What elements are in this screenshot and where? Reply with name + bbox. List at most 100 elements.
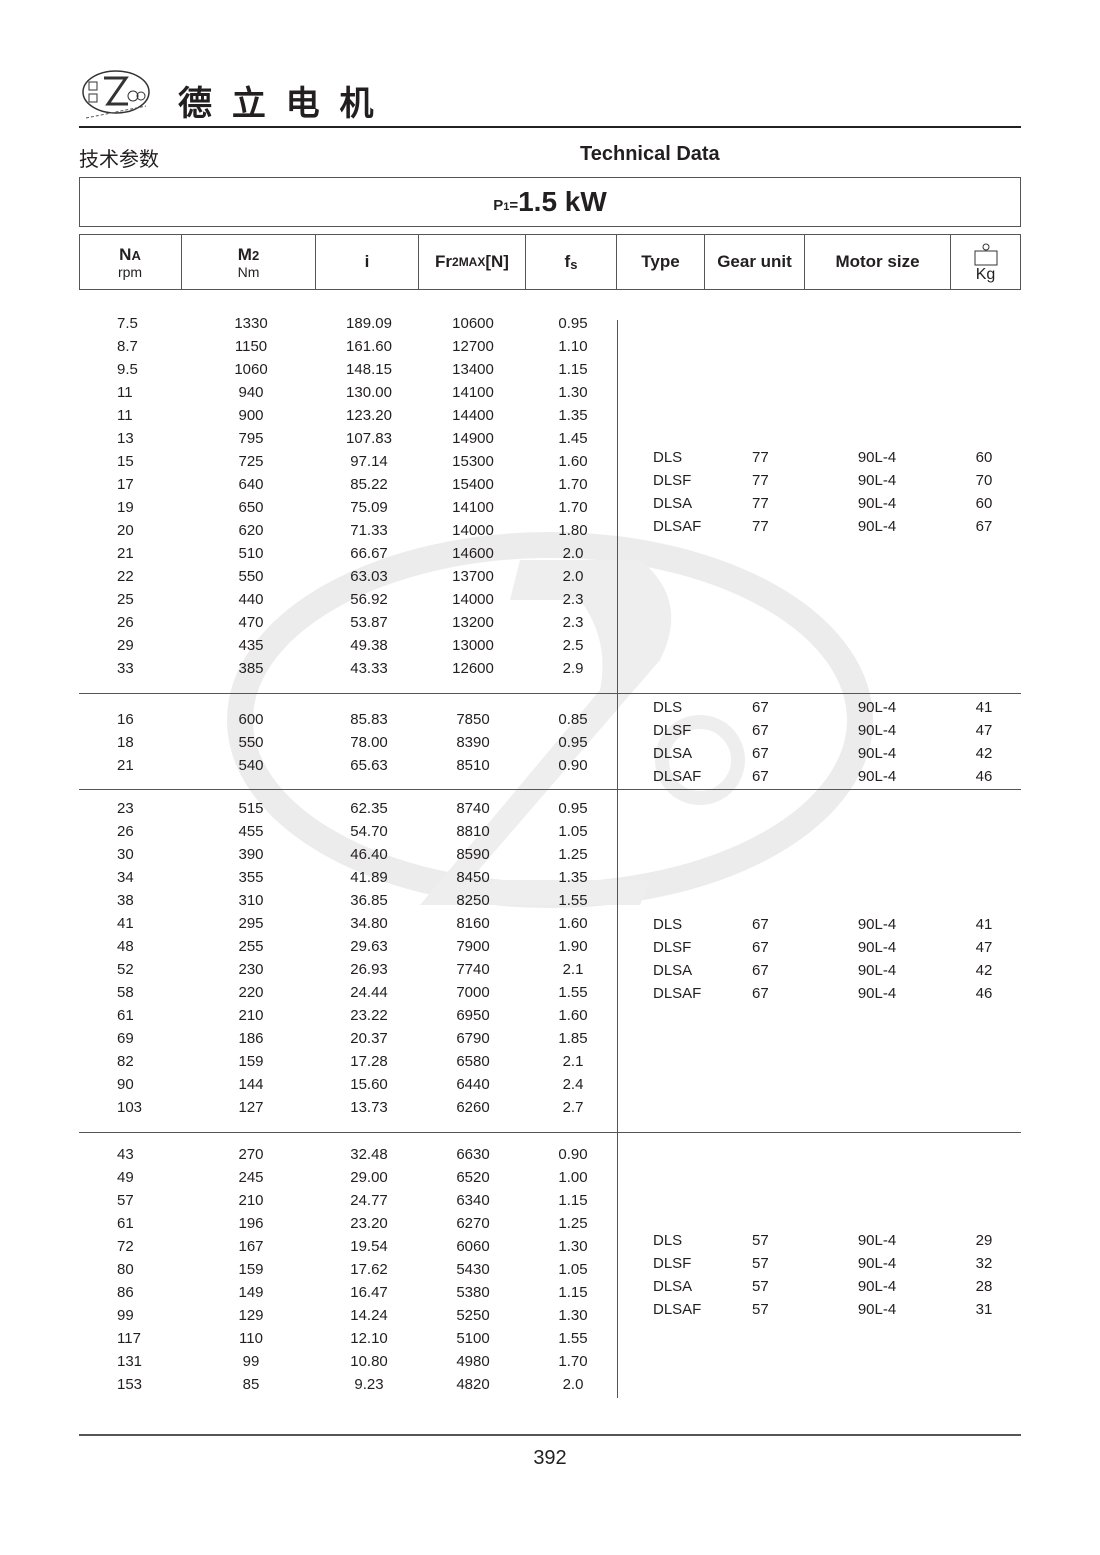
- cell-fs: 2.3: [562, 591, 584, 608]
- cell-na: 131: [117, 1353, 143, 1370]
- cell-m2: 255: [238, 938, 264, 955]
- cell-fr2max: 5430: [456, 1261, 490, 1278]
- cell-m2: 470: [238, 614, 264, 631]
- cell-ratio: 130.00: [346, 384, 392, 401]
- cell-ratio: 23.20: [350, 1215, 388, 1232]
- cell-fr2max: 12600: [452, 660, 494, 677]
- cell-fr2max: 6950: [456, 1007, 490, 1024]
- cell-motor-size: 90L-4: [857, 962, 897, 979]
- column-divider: [617, 320, 618, 1398]
- cell-ratio: 19.54: [350, 1238, 388, 1255]
- cell-gear-unit: 67: [752, 985, 769, 1002]
- header-m2: M2 Nm: [182, 234, 316, 290]
- cell-na: 38: [117, 892, 134, 909]
- cell-fs: 1.25: [558, 1215, 588, 1232]
- cell-fs: 1.55: [558, 892, 588, 909]
- cell-ratio: 17.28: [350, 1053, 388, 1070]
- header-na: NA rpm: [79, 234, 182, 290]
- cell-fs: 1.80: [558, 522, 588, 539]
- cell-na: 48: [117, 938, 134, 955]
- cell-ratio: 148.15: [346, 361, 392, 378]
- cell-na: 72: [117, 1238, 134, 1255]
- cell-fs: 2.0: [562, 545, 584, 562]
- cell-m2: 270: [238, 1146, 264, 1163]
- cell-type: DLSF: [653, 472, 692, 489]
- cell-motor-size: 90L-4: [857, 1255, 897, 1272]
- cell-fr2max: 6790: [456, 1030, 490, 1047]
- cell-weight: 41: [975, 916, 993, 933]
- cell-m2: 85: [242, 1376, 260, 1393]
- cell-ratio: 43.33: [350, 660, 388, 677]
- cell-fs: 1.70: [558, 476, 588, 493]
- cell-na: 49: [117, 1169, 134, 1186]
- cell-gear-unit: 77: [752, 449, 769, 466]
- cell-ratio: 46.40: [350, 846, 388, 863]
- cell-type: DLS: [653, 699, 683, 716]
- cell-na: 22: [117, 568, 134, 585]
- section-title-cn: 技术参数: [79, 149, 159, 171]
- cell-na: 29: [117, 637, 134, 654]
- company-logo: [80, 68, 152, 122]
- cell-na: 11: [117, 407, 133, 424]
- cell-fr2max: 6440: [456, 1076, 490, 1093]
- cell-gear-unit: 77: [752, 518, 769, 535]
- cell-fs: 1.55: [558, 984, 588, 1001]
- cell-gear-unit: 77: [752, 472, 769, 489]
- header-divider: [79, 126, 1021, 128]
- cell-type: DLSF: [653, 939, 692, 956]
- cell-na: 103: [117, 1099, 143, 1116]
- cell-motor-size: 90L-4: [857, 1232, 897, 1249]
- cell-ratio: 24.44: [350, 984, 388, 1001]
- cell-type: DLSA: [653, 745, 693, 762]
- cell-fr2max: 8160: [456, 915, 490, 932]
- cell-fr2max: 8810: [456, 823, 490, 840]
- cell-ratio: 17.62: [350, 1261, 388, 1278]
- cell-motor-size: 90L-4: [857, 939, 897, 956]
- cell-ratio: 36.85: [350, 892, 388, 909]
- header-fr2max: Fr 2MAX [N]: [419, 234, 526, 290]
- cell-m2: 1150: [234, 338, 268, 355]
- cell-type: DLSAF: [653, 1301, 702, 1318]
- cell-fr2max: 5380: [456, 1284, 490, 1301]
- cell-ratio: 49.38: [350, 637, 388, 654]
- cell-fr2max: 12700: [452, 338, 494, 355]
- cell-fs: 0.85: [558, 711, 588, 728]
- cell-na: 20: [117, 522, 134, 539]
- cell-weight: 46: [975, 985, 993, 1002]
- cell-gear-unit: 67: [752, 745, 769, 762]
- cell-m2: 159: [238, 1261, 264, 1278]
- cell-gear-unit: 77: [752, 495, 769, 512]
- cell-fr2max: 15400: [452, 476, 494, 493]
- cell-m2: 940: [238, 384, 264, 401]
- cell-gear-unit: 57: [752, 1301, 769, 1318]
- cell-ratio: 14.24: [350, 1307, 388, 1324]
- cell-ratio: 9.23: [354, 1376, 384, 1393]
- cell-weight: 41: [975, 699, 993, 716]
- cell-ratio: 12.10: [350, 1330, 388, 1347]
- cell-ratio: 123.20: [346, 407, 392, 424]
- cell-m2: 230: [238, 961, 264, 978]
- cell-m2: 210: [238, 1192, 264, 1209]
- cell-fr2max: 6260: [456, 1099, 490, 1116]
- cell-na: 33: [117, 660, 134, 677]
- cell-fs: 2.9: [562, 660, 584, 677]
- cell-na: 15: [117, 453, 134, 470]
- cell-m2: 355: [238, 869, 264, 886]
- cell-na: 61: [117, 1215, 134, 1232]
- cell-type: DLSA: [653, 495, 693, 512]
- cell-fs: 0.95: [558, 800, 588, 817]
- cell-fr2max: 13000: [452, 637, 494, 654]
- cell-fr2max: 8390: [456, 734, 490, 751]
- cell-fs: 1.15: [558, 361, 588, 378]
- cell-gear-unit: 67: [752, 699, 769, 716]
- cell-fs: 1.05: [558, 823, 588, 840]
- cell-ratio: 29.00: [350, 1169, 388, 1186]
- cell-gear-unit: 67: [752, 722, 769, 739]
- cell-ratio: 63.03: [350, 568, 388, 585]
- cell-ratio: 65.63: [350, 757, 388, 774]
- cell-ratio: 71.33: [350, 522, 388, 539]
- cell-na: 9.5: [117, 361, 138, 378]
- cell-fs: 1.15: [558, 1192, 588, 1209]
